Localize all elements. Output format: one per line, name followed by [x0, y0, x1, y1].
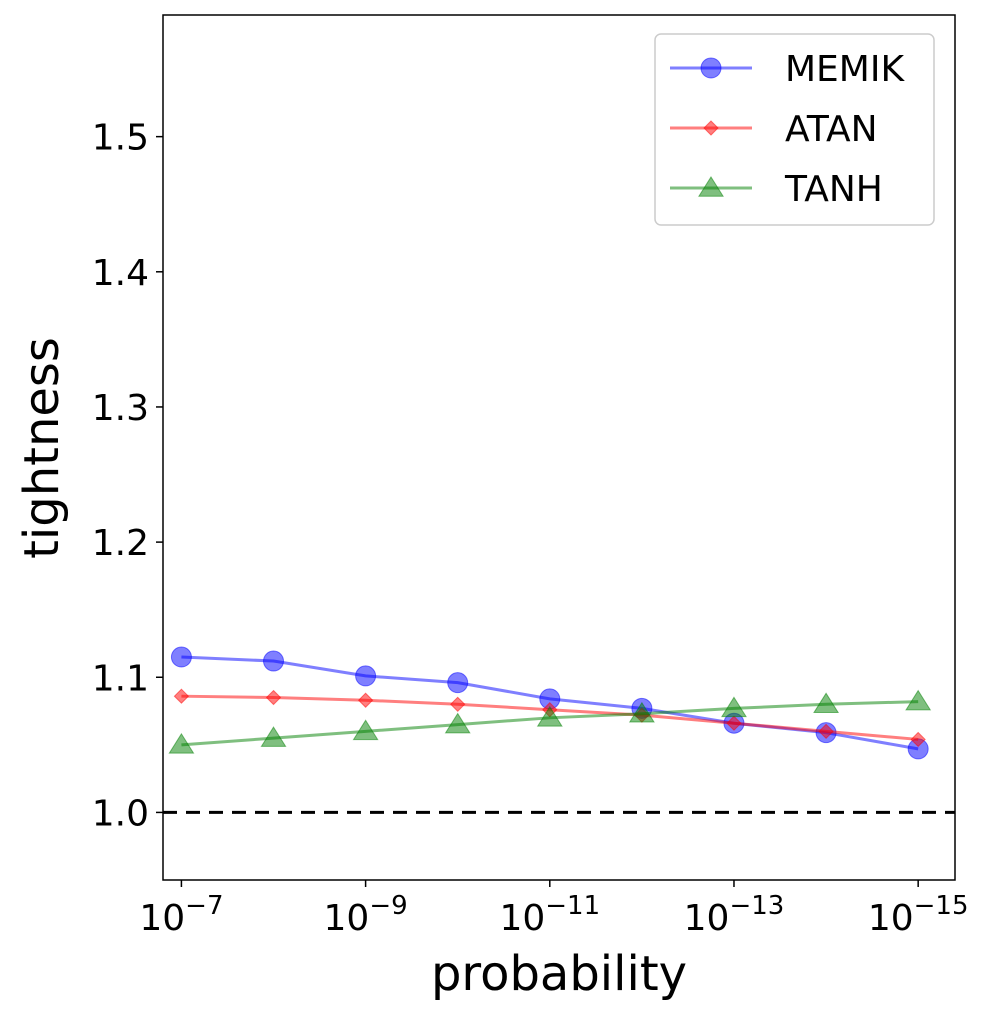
data-point-atan-1 — [265, 689, 282, 706]
y-tick-label: 1.4 — [92, 253, 149, 294]
data-point-memik-1 — [263, 650, 285, 672]
data-point-memik-0 — [170, 646, 192, 668]
y-tick-label: 1.0 — [92, 793, 149, 834]
plot-frame — [162, 14, 956, 881]
legend-marker-atan — [703, 120, 719, 136]
legend-label-memik: MEMIK — [785, 49, 905, 90]
x-axis-label: probability — [431, 946, 687, 1002]
data-point-memik-3 — [447, 672, 469, 694]
data-point-tanh-4 — [536, 705, 563, 727]
y-axis-label: tightness — [14, 337, 70, 559]
data-point-tanh-0 — [168, 732, 195, 754]
data-point-atan-7 — [818, 723, 834, 740]
data-point-tanh-2 — [352, 719, 379, 741]
data-point-tanh-3 — [444, 712, 471, 734]
x-tick-label: 10−15 — [868, 891, 969, 939]
y-tick-label: 1.5 — [92, 118, 149, 159]
legend-label-tanh: TANH — [784, 169, 883, 210]
axes-layer: 1.0 1.1 1.2 1.3 1.4 1.5 10−7 10−9 10−11 10−13 10−1… — [92, 14, 969, 939]
x-tick-label: 10−11 — [499, 891, 600, 939]
data-point-atan-8 — [910, 731, 926, 748]
data-point-memik-2 — [355, 665, 377, 687]
plot-layer — [163, 646, 955, 814]
data-point-tanh-8 — [905, 689, 932, 711]
y-tick-label: 1.2 — [92, 523, 149, 564]
data-point-tanh-5 — [628, 701, 655, 723]
data-point-tanh-1 — [260, 726, 287, 747]
legend-label-atan: ATAN — [785, 109, 878, 150]
x-tick-label: 10−9 — [324, 891, 408, 939]
data-point-tanh-6 — [720, 696, 747, 718]
legend: MEMIK ATAN TANH — [654, 33, 935, 226]
x-tick-label: 10−7 — [139, 891, 223, 939]
y-tick-label: 1.3 — [92, 388, 149, 429]
data-point-atan-6 — [726, 715, 742, 731]
legend-marker-memik — [700, 57, 722, 79]
data-point-atan-3 — [449, 696, 466, 713]
data-point-atan-2 — [357, 692, 374, 708]
y-tick-label: 1.1 — [92, 658, 149, 699]
data-point-tanh-7 — [813, 692, 840, 714]
legend-box — [654, 33, 935, 226]
legend-marker-tanh — [697, 176, 725, 197]
data-point-atan-0 — [173, 688, 190, 704]
x-tick-label: 10−13 — [684, 891, 785, 939]
